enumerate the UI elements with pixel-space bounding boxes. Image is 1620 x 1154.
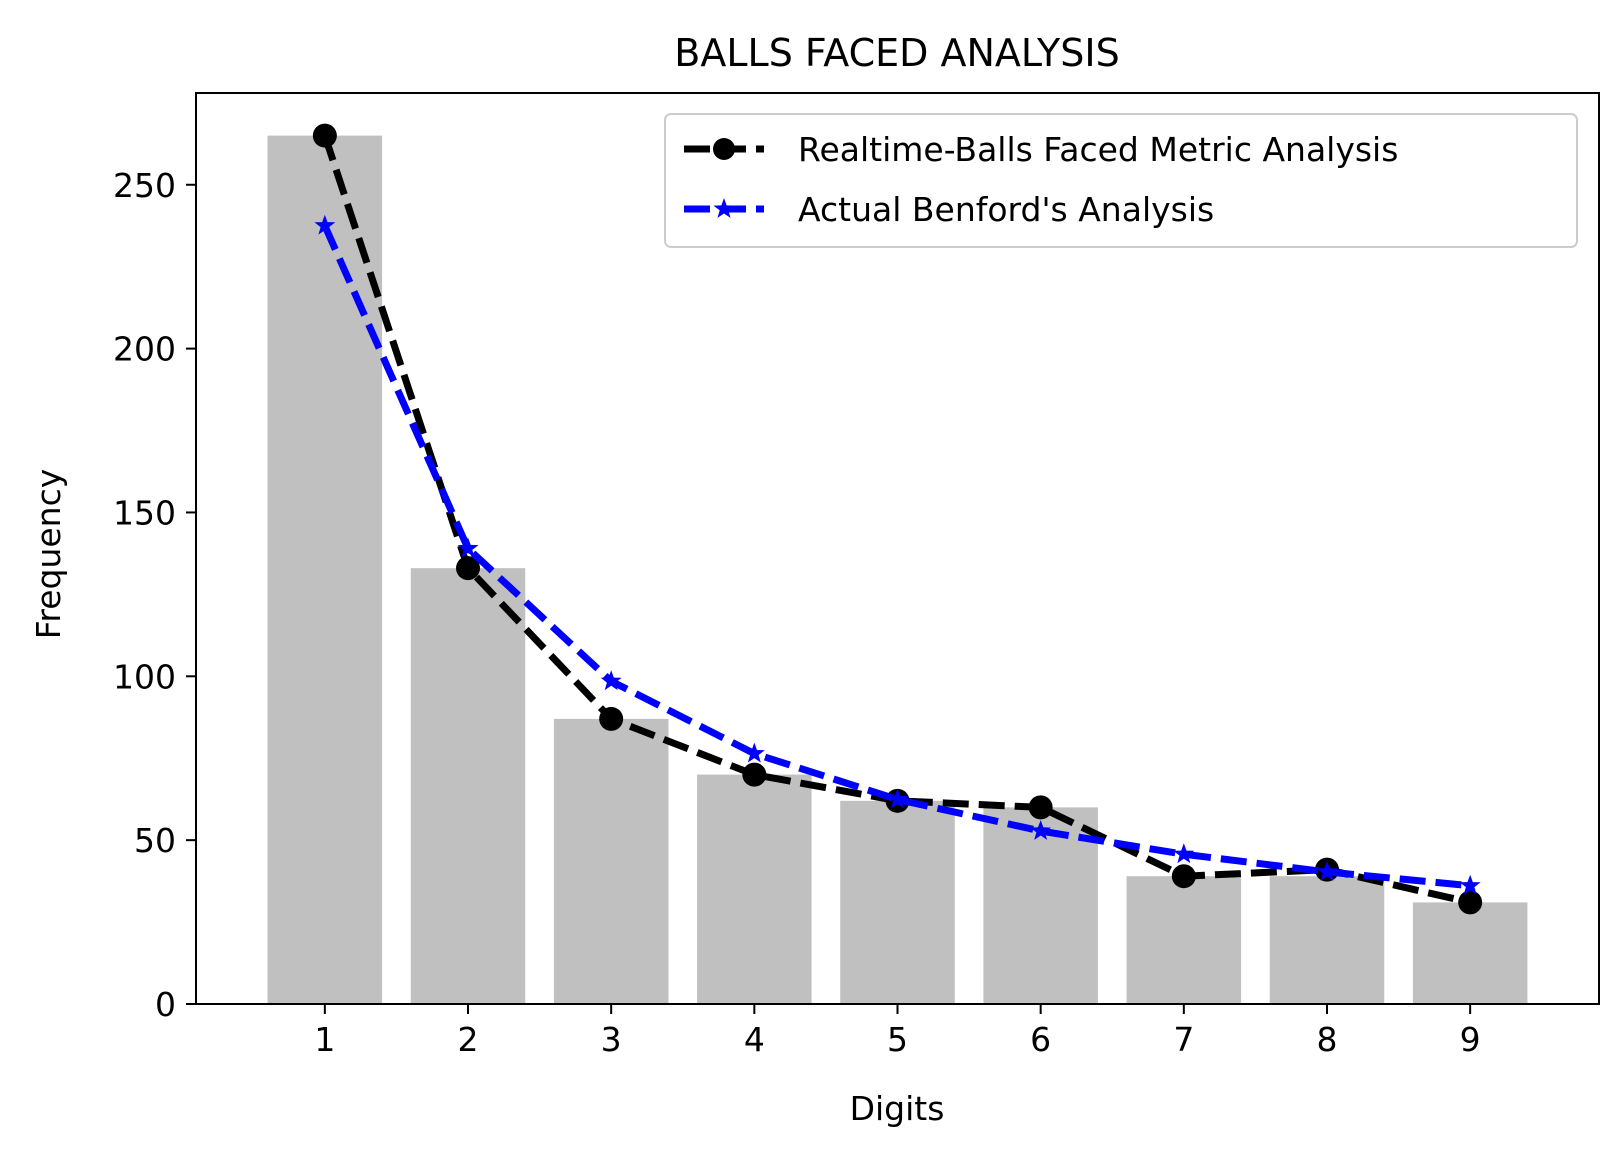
point-benford-digit-3 [600, 670, 622, 691]
legend-label-realtime: Realtime-Balls Faced Metric Analysis [798, 130, 1398, 169]
bar-digit-3 [553, 718, 669, 1004]
legend-label-benford: Actual Benford's Analysis [798, 190, 1214, 229]
point-benford-digit-4 [743, 742, 765, 763]
bar-digit-4 [697, 774, 812, 1004]
series-line-benford [321, 224, 1471, 890]
legend: Realtime-Balls Faced Metric Analysis Act… [664, 113, 1578, 248]
x-tick-label: 6 [1030, 1020, 1051, 1059]
chart-title: BALLS FACED ANALYSIS [674, 31, 1119, 75]
point-benford-digit-2 [457, 537, 479, 558]
x-tick-label: 4 [744, 1020, 765, 1059]
legend-marker-circle-icon [713, 138, 735, 160]
x-tick-label: 3 [601, 1020, 622, 1059]
y-axis-label: Frequency [29, 469, 68, 639]
point-benford-digit-1 [314, 214, 336, 235]
bar-digit-5 [840, 800, 955, 1004]
point-realtime-digit-2 [456, 556, 481, 581]
x-tick-label: 8 [1316, 1020, 1337, 1059]
x-axis-ticks: 1 2 3 4 5 6 7 8 9 [314, 1004, 1481, 1059]
x-axis-label: Digits [850, 1089, 945, 1128]
x-tick-label: 2 [458, 1020, 479, 1059]
point-benford-digit-9 [1459, 874, 1481, 895]
y-tick-label: 150 [113, 493, 176, 532]
y-tick-label: 100 [113, 657, 176, 696]
bar-digit-9 [1412, 902, 1528, 1004]
point-benford-digit-6 [1030, 820, 1052, 840]
bars-layer [267, 135, 1528, 1005]
series-layer [312, 123, 1483, 915]
point-benford-digit-5 [887, 788, 908, 809]
point-realtime-digit-3 [599, 706, 624, 731]
x-tick-label: 1 [314, 1020, 335, 1059]
series-line-realtime [321, 134, 1471, 906]
point-benford-digit-7 [1173, 843, 1195, 864]
y-tick-label: 200 [113, 330, 176, 369]
y-tick-label: 0 [155, 985, 176, 1024]
x-tick-label: 5 [887, 1020, 908, 1059]
point-realtime-digit-6 [1028, 795, 1053, 820]
bar-digit-8 [1269, 876, 1385, 1004]
x-tick-label: 7 [1173, 1020, 1194, 1059]
point-realtime-digit-1 [312, 123, 337, 148]
point-realtime-digit-9 [1458, 890, 1483, 915]
y-tick-label: 250 [113, 166, 176, 205]
point-realtime-digit-4 [742, 762, 767, 787]
y-tick-label: 50 [134, 821, 176, 860]
point-benford-digit-8 [1316, 860, 1338, 881]
bar-digit-2 [410, 568, 526, 1004]
x-tick-label: 9 [1460, 1020, 1481, 1059]
bar-digit-7 [1126, 876, 1242, 1004]
legend-marker-star-icon [713, 198, 735, 218]
y-axis-ticks: 0 50 100 150 200 250 [113, 166, 196, 1024]
point-realtime-digit-7 [1171, 864, 1196, 889]
legend-box [664, 113, 1578, 248]
bar-digit-1 [267, 135, 383, 1005]
